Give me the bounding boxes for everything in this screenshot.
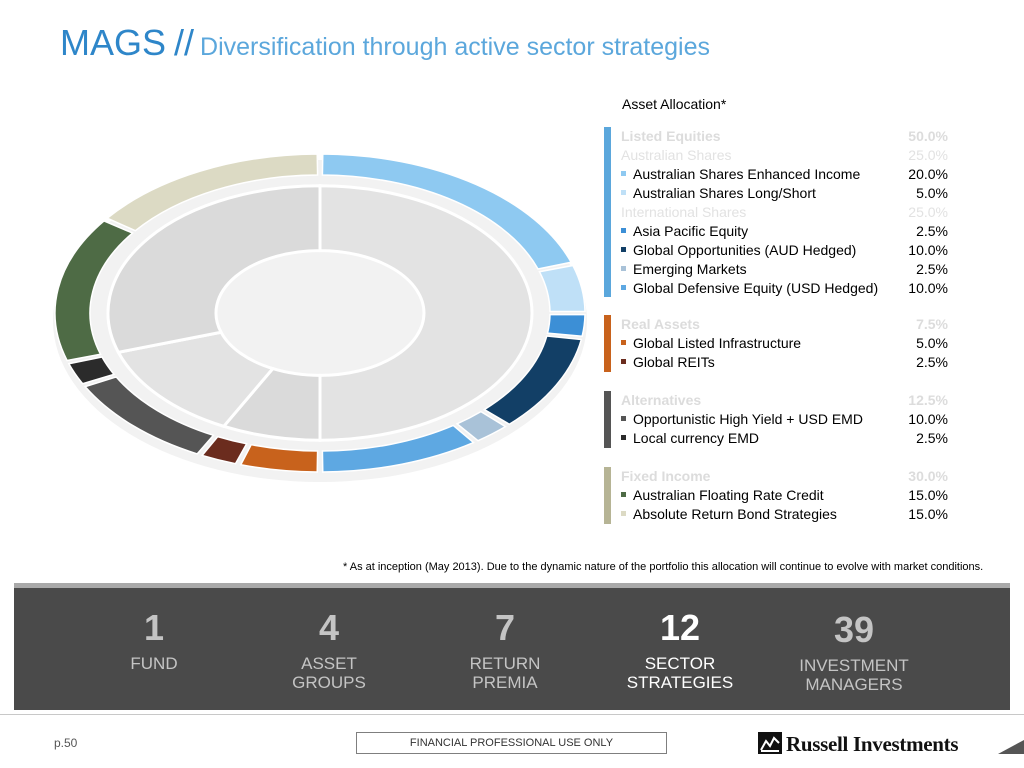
stat-asset-groups: 4 ASSET GROUPS: [254, 606, 404, 692]
legend-item: Global Defensive Equity (USD Hedged) 10.0…: [621, 279, 948, 298]
stat-fund: 1 FUND: [79, 606, 229, 673]
stat-label: SECTOR STRATEGIES: [626, 654, 734, 692]
legend-item: Opportunistic High Yield + USD EMD 10.0%: [621, 410, 948, 429]
group-header: Alternatives 12.5%: [621, 392, 948, 408]
donut-slice: [455, 410, 507, 442]
donut-slice: [482, 335, 583, 426]
group-color-bar: [604, 467, 611, 524]
title-separator: //: [174, 22, 195, 63]
group-color-bar: [604, 315, 611, 372]
legend-swatch: [621, 339, 626, 345]
donut-slice: [546, 313, 586, 338]
legend-swatch: [621, 189, 626, 195]
title-subtitle: Diversification through active sector st…: [200, 33, 710, 61]
donut-slice: [54, 220, 134, 362]
legend-swatch: [621, 265, 626, 271]
stat-return-premia: 7 RETURN PREMIA: [430, 606, 580, 692]
page-title: MAGS//Diversification through active sec…: [60, 22, 710, 64]
stat-number: 1: [143, 607, 165, 648]
legend-swatch: [621, 284, 626, 290]
donut-slice: [105, 153, 319, 232]
legend-item: Absolute Return Bond Strategies 15.0%: [621, 505, 948, 524]
legend-item: Australian Floating Rate Credit 15.0%: [621, 486, 948, 505]
legend-item: Australian Shares Enhanced Income 20.0%: [621, 165, 948, 184]
legend-item: Emerging Markets 2.5%: [621, 260, 948, 279]
legend-swatch: [621, 491, 626, 497]
russell-mark-icon: [758, 732, 782, 754]
stat-sector-strategies: 12 SECTOR STRATEGIES: [605, 606, 755, 692]
group-header: Listed Equities 50.0%: [621, 128, 948, 144]
stat-label: INVESTMENT MANAGERS: [799, 656, 909, 694]
asset-allocation-title: Asset Allocation*: [622, 96, 727, 112]
stat-number: 39: [833, 609, 875, 650]
footer-divider: [0, 714, 1024, 715]
subgroup-row: International Shares 25.0%: [621, 204, 948, 220]
stat-number: 12: [659, 607, 701, 648]
legend-item: Asia Pacific Equity 2.5%: [621, 222, 948, 241]
legend-item: Global Opportunities (AUD Hedged) 10.0%: [621, 241, 948, 260]
donut-slice: [538, 264, 586, 313]
legend-item: Global Listed Infrastructure 5.0%: [621, 334, 948, 353]
legend-item: Global REITs 2.5%: [621, 353, 948, 372]
subgroup-row: Australian Shares 25.0%: [621, 147, 948, 163]
group-header: Real Assets 7.5%: [621, 316, 948, 332]
legend-swatch: [621, 358, 626, 364]
footnote: * As at inception (May 2013). Due to the…: [343, 561, 984, 573]
legend-swatch: [621, 415, 626, 421]
donut-slice: [321, 424, 475, 473]
inner-group-segment: [318, 184, 534, 442]
donut-slice: [83, 376, 215, 455]
donut-slice: [200, 435, 248, 465]
stat-label: RETURN PREMIA: [469, 654, 541, 692]
title-main: MAGS: [60, 22, 167, 63]
legend-swatch: [621, 510, 626, 516]
group-color-bar: [604, 127, 611, 297]
page-number: p.50: [54, 736, 78, 750]
stat-number: 4: [318, 607, 340, 648]
donut-slice: [321, 153, 573, 270]
legend-swatch: [621, 170, 626, 176]
donut-slice: [239, 443, 319, 473]
stat-investment-managers: 39 INVESTMENT MANAGERS: [779, 608, 929, 694]
group-real-assets: Real Assets 7.5% Global Listed Infrastruc…: [604, 315, 954, 372]
group-header: Fixed Income 30.0%: [621, 468, 948, 484]
stat-label: ASSET GROUPS: [292, 654, 366, 692]
inner-group-segment: [106, 184, 322, 354]
brand-name: Russell Investments: [786, 732, 959, 756]
stats-band: 1 FUND 4 ASSET GROUPS 7 RETURN PREMIA 12 S…: [14, 588, 1010, 710]
legend-item: Local currency EMD 2.5%: [621, 429, 948, 448]
group-alternatives: Alternatives 12.5% Opportunistic High Yie…: [604, 391, 954, 448]
stat-number: 7: [494, 607, 516, 648]
usage-notice: FINANCIAL PROFESSIONAL USE ONLY: [356, 732, 667, 754]
stat-label: FUND: [130, 654, 178, 673]
legend-swatch: [621, 434, 626, 440]
corner-decoration: [998, 740, 1024, 754]
group-fixed-income: Fixed Income 30.0% Australian Floating Ra…: [604, 467, 954, 524]
donut-slice: [67, 356, 116, 385]
legend-swatch: [621, 246, 626, 252]
stats-divider: [14, 583, 1010, 588]
legend-item: Australian Shares Long/Short 5.0%: [621, 184, 948, 203]
legend-swatch: [621, 227, 626, 233]
group-color-bar: [604, 391, 611, 448]
allocation-donut-chart: [53, 153, 587, 482]
group-listed-equities: Listed Equities 50.0% Australian Shares 25…: [604, 127, 954, 297]
